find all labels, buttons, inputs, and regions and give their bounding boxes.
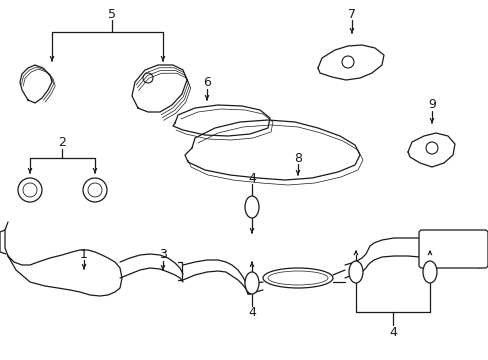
Text: 7: 7 [347,8,355,21]
Text: 2: 2 [58,136,66,149]
Text: 8: 8 [293,152,302,165]
Ellipse shape [422,261,436,283]
Ellipse shape [244,272,259,294]
FancyBboxPatch shape [418,230,487,268]
Text: 3: 3 [159,248,166,261]
Text: 6: 6 [203,77,210,90]
Ellipse shape [263,268,332,288]
Text: 5: 5 [108,8,116,21]
Text: 9: 9 [427,99,435,112]
Ellipse shape [244,196,259,218]
Text: 1: 1 [80,248,88,261]
Ellipse shape [348,261,362,283]
Text: 4: 4 [247,306,255,319]
Text: 4: 4 [388,325,396,338]
Text: 4: 4 [247,171,255,184]
